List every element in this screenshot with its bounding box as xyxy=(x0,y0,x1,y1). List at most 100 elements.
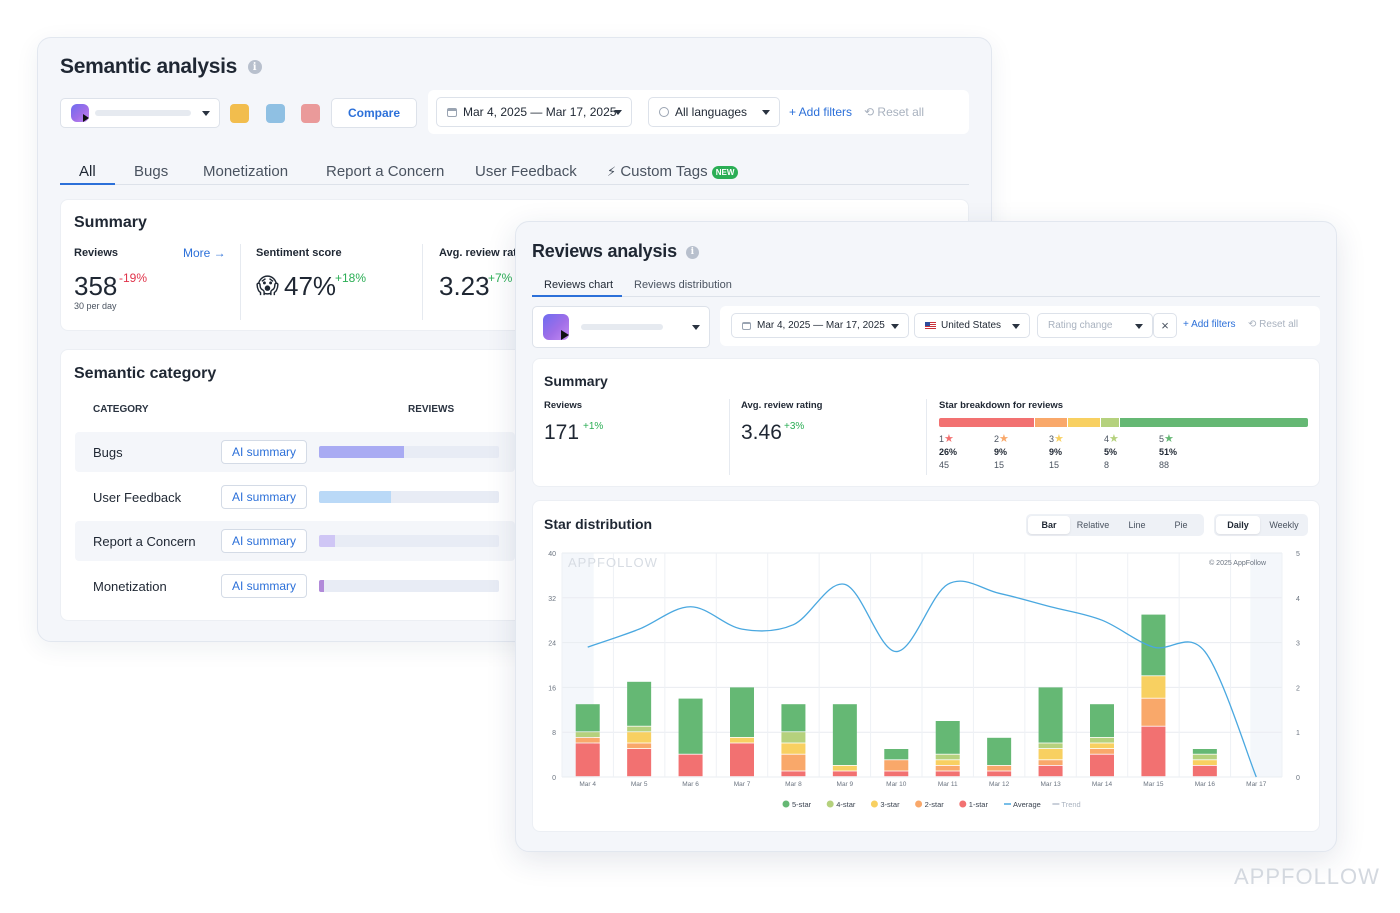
lightning-icon: ⚡ xyxy=(607,164,617,179)
period-daily[interactable]: Daily xyxy=(1216,516,1260,534)
bar-segment-1-star xyxy=(627,749,652,777)
tab-custom-tags[interactable]: ⚡ Custom Tags NEW xyxy=(607,163,739,180)
tab-user-feedback[interactable]: User Feedback xyxy=(475,163,577,180)
ai-summary-button[interactable]: AI summary xyxy=(221,440,307,464)
x-tick-label: Mar 7 xyxy=(734,781,751,788)
category-bar xyxy=(319,491,499,503)
tab-all[interactable]: All xyxy=(79,163,96,180)
star-distribution-title: Star distribution xyxy=(544,516,653,532)
chart-type-toggle: Bar Relative Line Pie xyxy=(1026,514,1204,536)
x-tick-label: Mar 10 xyxy=(886,781,907,788)
active-tab-underline xyxy=(60,183,115,185)
date-range-text: Mar 4, 2025 — Mar 17, 2025 xyxy=(463,105,617,119)
bar-segment-5-star xyxy=(884,749,909,760)
rating-change-selector[interactable]: Rating change xyxy=(1037,313,1153,338)
language-selector[interactable]: All languages xyxy=(648,97,780,127)
reset-all-link[interactable]: ⟲ Reset all xyxy=(864,105,924,119)
color-swatch-2[interactable] xyxy=(266,104,285,123)
legend-label: 1-star xyxy=(969,800,989,809)
active-tab-underline xyxy=(532,295,622,297)
category-name: Report a Concern xyxy=(93,534,196,549)
app-name-placeholder xyxy=(581,324,663,330)
summary-divider-2 xyxy=(422,244,423,320)
chevron-down-icon xyxy=(1012,323,1020,329)
color-swatch-3[interactable] xyxy=(301,104,320,123)
bar-segment-5-star xyxy=(1038,687,1063,743)
legend-dot-2-star xyxy=(915,800,923,808)
star-breakdown-segment xyxy=(1034,418,1069,427)
star-number: 4 xyxy=(1104,434,1110,444)
star-percent: 9% xyxy=(1049,447,1063,457)
chart-type-line[interactable]: Line xyxy=(1128,520,1146,530)
x-tick-label: Mar 17 xyxy=(1246,781,1267,788)
x-tick-label: Mar 8 xyxy=(785,781,802,788)
add-filters-link[interactable]: + Add filters xyxy=(789,105,853,119)
legend-dot-3-star xyxy=(870,800,878,808)
chart-type-pie[interactable]: Pie xyxy=(1174,520,1188,530)
star-breakdown-segment xyxy=(939,418,1035,427)
x-tick-label: Mar 13 xyxy=(1040,781,1061,788)
semantic-title: Semantic analysis i xyxy=(60,55,262,79)
x-tick-label: Mar 6 xyxy=(682,781,699,788)
color-swatch-1[interactable] xyxy=(230,104,249,123)
legend-label: Trend xyxy=(1061,800,1080,809)
ai-summary-button[interactable]: AI summary xyxy=(221,529,307,553)
app-selector[interactable] xyxy=(532,306,710,348)
star-icon: ★ xyxy=(1109,433,1119,445)
add-filters-link[interactable]: + Add filters xyxy=(1183,319,1236,330)
compare-button[interactable]: Compare xyxy=(331,98,417,128)
app-selector[interactable] xyxy=(60,98,220,128)
star-count: 8 xyxy=(1104,460,1110,470)
star-icon: ★ xyxy=(944,433,954,445)
bar-segment-5-star xyxy=(1141,614,1166,676)
category-name: User Feedback xyxy=(93,490,182,505)
info-icon[interactable]: i xyxy=(247,60,262,75)
date-range-selector[interactable]: Mar 4, 2025 — Mar 17, 2025 xyxy=(731,313,909,338)
star-breakdown-segment xyxy=(1068,418,1102,427)
bar-segment-4-star xyxy=(1090,737,1114,743)
bar-segment-4-star xyxy=(781,732,806,743)
clear-button[interactable]: × xyxy=(1153,313,1177,338)
average-line xyxy=(587,580,1257,778)
summary-title: Summary xyxy=(544,373,608,389)
chart-shade xyxy=(1250,553,1282,777)
tab-reviews-distribution[interactable]: Reviews distribution xyxy=(634,279,732,291)
bar-segment-4-star xyxy=(1038,743,1063,749)
semantic-title-text: Semantic analysis xyxy=(60,55,237,78)
chart-type-relative[interactable]: Relative xyxy=(1076,520,1110,530)
category-bar xyxy=(319,446,499,458)
chevron-down-icon xyxy=(202,111,210,116)
legend-dot-5-star xyxy=(782,800,790,808)
reviews-title-text: Reviews analysis xyxy=(532,241,677,261)
bar-segment-2-star xyxy=(935,765,960,771)
tab-reviews-chart[interactable]: Reviews chart xyxy=(544,279,614,291)
ai-summary-button[interactable]: AI summary xyxy=(221,574,307,598)
date-range-selector[interactable]: Mar 4, 2025 — Mar 17, 2025 xyxy=(436,97,632,127)
star-number: 2 xyxy=(994,434,1000,444)
star-breakdown-bar xyxy=(939,418,1308,427)
tab-report-a-concern[interactable]: Report a Concern xyxy=(326,163,445,180)
corner-watermark: APPFOLLOW xyxy=(1234,864,1380,889)
bar-segment-5-star xyxy=(832,704,857,765)
bar-segment-1-star xyxy=(781,771,806,777)
reviews-delta: -19% xyxy=(119,271,148,285)
more-link[interactable]: More → xyxy=(183,246,226,260)
reset-all-link[interactable]: ⟲ Reset all xyxy=(1248,319,1298,330)
reviews-label: Reviews xyxy=(544,400,583,411)
y-left-tick-label: 16 xyxy=(548,685,556,692)
star-icon: ★ xyxy=(1054,433,1064,445)
tab-monetization[interactable]: Monetization xyxy=(203,163,289,180)
tab-bugs[interactable]: Bugs xyxy=(134,163,169,180)
bar-segment-1-star xyxy=(987,771,1012,777)
ai-summary-button[interactable]: AI summary xyxy=(221,485,307,509)
period-weekly[interactable]: Weekly xyxy=(1269,520,1299,530)
chart-type-bar[interactable]: Bar xyxy=(1028,516,1070,534)
bar-segment-5-star xyxy=(987,737,1012,765)
calendar-icon xyxy=(447,107,457,117)
country-selector[interactable]: United States xyxy=(914,313,1030,338)
summary-divider-2 xyxy=(926,399,927,475)
star-breakdown-segment xyxy=(1101,418,1120,427)
info-icon[interactable]: i xyxy=(685,245,699,259)
x-tick-label: Mar 9 xyxy=(837,781,854,788)
star-breakdown-segment xyxy=(1119,418,1308,427)
